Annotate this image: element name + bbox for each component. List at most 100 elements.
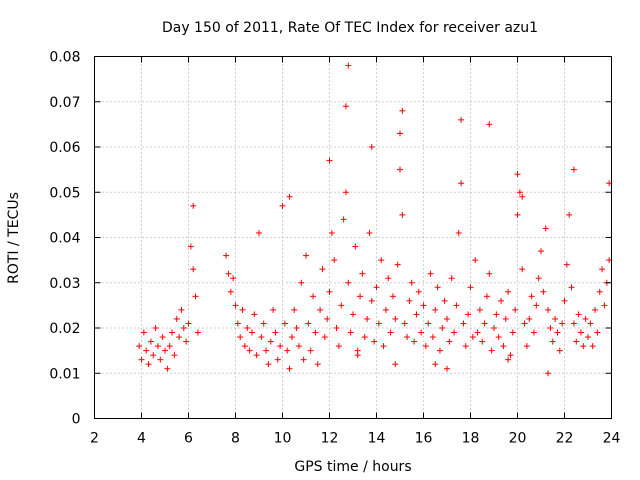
data-point xyxy=(138,356,145,363)
data-point xyxy=(439,325,446,331)
data-point xyxy=(570,166,577,173)
data-point xyxy=(493,311,500,318)
data-point xyxy=(460,320,467,327)
y-tick-labels: 0 0.01 0.02 0.03 0.04 0.05 0.06 0.07 0.08 xyxy=(49,50,80,428)
data-point xyxy=(164,365,171,372)
x-tick-label: 24 xyxy=(603,431,621,447)
data-point xyxy=(429,334,436,341)
y-tick-label: 0.01 xyxy=(49,366,80,382)
data-point xyxy=(272,329,279,336)
data-point xyxy=(373,284,380,291)
data-point xyxy=(436,347,443,354)
data-point xyxy=(154,343,161,350)
data-point xyxy=(166,343,173,350)
data-point xyxy=(267,338,274,345)
data-point xyxy=(270,306,277,313)
data-point xyxy=(540,288,547,295)
data-point xyxy=(585,334,591,341)
data-point xyxy=(314,361,321,368)
data-point xyxy=(514,171,521,178)
data-point xyxy=(570,320,577,327)
data-point xyxy=(241,343,248,350)
data-point xyxy=(455,229,462,236)
data-point xyxy=(432,306,439,313)
data-point xyxy=(185,320,192,327)
data-point xyxy=(324,315,331,322)
data-point xyxy=(399,107,406,114)
data-point xyxy=(580,343,587,350)
data-point xyxy=(458,180,465,187)
data-point xyxy=(589,343,596,350)
y-tick-label: 0.05 xyxy=(49,185,80,201)
data-point xyxy=(561,297,568,304)
data-point xyxy=(382,306,389,313)
data-point xyxy=(352,243,359,250)
data-point xyxy=(507,352,514,359)
y-tick-label: 0.03 xyxy=(49,276,80,292)
data-point xyxy=(418,329,425,336)
data-point xyxy=(303,252,309,259)
data-point xyxy=(549,338,556,345)
data-point xyxy=(340,216,347,223)
y-tick-label: 0.08 xyxy=(49,50,80,66)
data-point xyxy=(263,347,270,354)
data-point xyxy=(420,302,427,309)
data-point xyxy=(577,329,584,336)
data-point xyxy=(502,315,509,322)
x-tick-label: 16 xyxy=(415,431,433,447)
chart-title: Day 150 of 2011, Rate Of TEC Index for r… xyxy=(162,20,538,36)
data-point xyxy=(491,325,497,331)
data-point xyxy=(505,356,512,363)
data-point xyxy=(357,293,364,300)
x-axis-label: GPS time / hours xyxy=(294,459,411,475)
data-point xyxy=(140,329,147,336)
data-point xyxy=(526,315,533,322)
data-point xyxy=(476,306,483,313)
x-tick-label: 6 xyxy=(184,431,193,447)
data-point xyxy=(227,288,234,295)
data-point xyxy=(568,284,575,291)
data-point xyxy=(467,284,474,291)
data-point xyxy=(486,270,493,277)
data-point xyxy=(554,329,561,336)
data-point xyxy=(237,334,244,341)
data-point xyxy=(152,325,159,331)
data-point xyxy=(143,347,150,354)
data-point xyxy=(190,202,197,209)
data-point xyxy=(486,121,493,128)
data-point xyxy=(594,329,601,336)
data-point xyxy=(251,311,258,318)
data-point xyxy=(176,334,183,341)
data-point xyxy=(295,343,302,350)
data-point xyxy=(538,248,544,255)
data-point xyxy=(321,334,328,341)
data-point xyxy=(183,338,190,345)
data-point xyxy=(552,315,559,322)
data-point xyxy=(364,315,371,322)
data-point xyxy=(317,306,324,313)
data-point xyxy=(573,338,580,345)
data-point xyxy=(441,297,448,304)
data-point xyxy=(333,325,340,331)
data-point xyxy=(512,306,519,313)
data-point xyxy=(277,343,284,350)
data-point xyxy=(425,320,432,327)
data-point xyxy=(556,347,563,354)
data-point xyxy=(530,329,537,336)
data-point xyxy=(451,329,458,336)
data-point xyxy=(258,334,265,341)
x-tick-label: 12 xyxy=(321,431,339,447)
data-point xyxy=(244,325,251,331)
data-point xyxy=(310,293,317,300)
y-tick-label: 0.06 xyxy=(49,140,80,156)
data-point xyxy=(516,189,523,196)
data-point xyxy=(300,356,307,363)
data-point xyxy=(479,338,486,345)
data-point xyxy=(178,306,185,313)
data-point xyxy=(173,315,180,322)
data-point xyxy=(342,103,349,110)
x-tick-label: 22 xyxy=(556,431,574,447)
data-point xyxy=(342,189,349,196)
data-point xyxy=(392,361,399,368)
x-tick-label: 8 xyxy=(231,431,240,447)
